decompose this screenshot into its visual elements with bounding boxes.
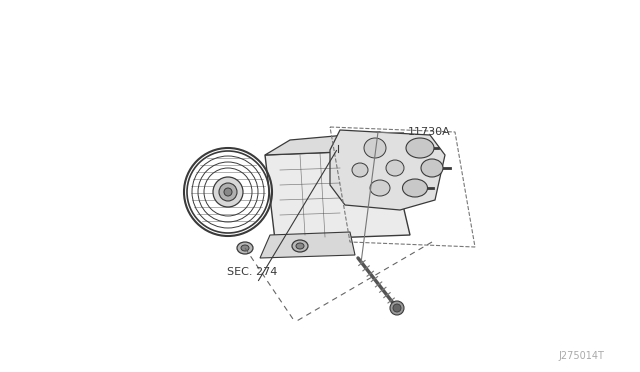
Ellipse shape [219,183,237,201]
Ellipse shape [237,242,253,254]
Polygon shape [260,232,355,258]
Ellipse shape [403,179,428,197]
Text: 11730A: 11730A [408,127,451,137]
Ellipse shape [296,243,304,249]
Polygon shape [265,132,400,155]
Ellipse shape [241,245,249,251]
Ellipse shape [370,180,390,196]
Ellipse shape [364,138,386,158]
Polygon shape [330,130,445,210]
Text: SEC. 274: SEC. 274 [227,267,277,277]
Ellipse shape [352,163,368,177]
Ellipse shape [224,188,232,196]
Ellipse shape [406,138,434,158]
Polygon shape [265,150,410,240]
Ellipse shape [421,159,443,177]
Ellipse shape [292,240,308,252]
Ellipse shape [390,301,404,315]
Text: J275014T: J275014T [559,351,605,361]
Ellipse shape [213,177,243,207]
Ellipse shape [386,160,404,176]
Ellipse shape [393,304,401,312]
